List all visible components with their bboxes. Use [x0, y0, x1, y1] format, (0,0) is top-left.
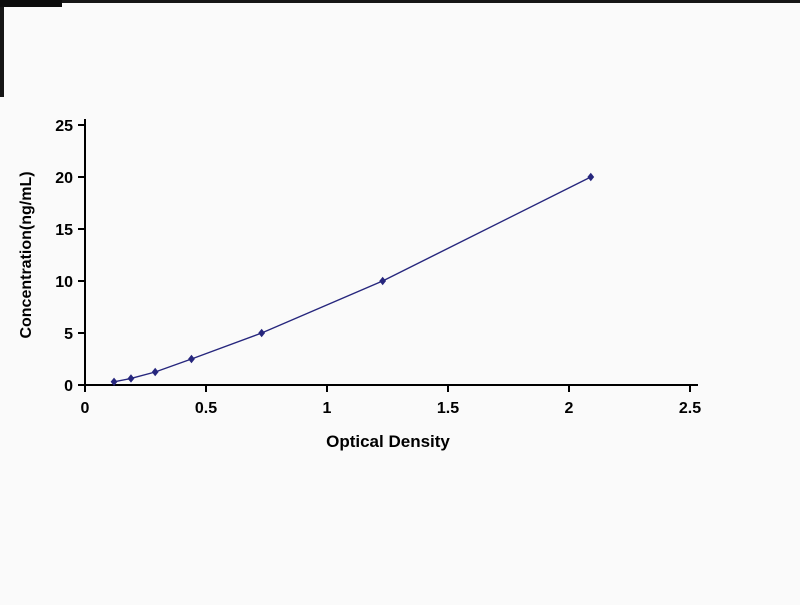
- x-tick-label: 2: [565, 400, 574, 417]
- data-point-marker: [258, 328, 266, 338]
- x-tick-label: 0: [81, 400, 90, 417]
- data-point-marker: [188, 354, 195, 364]
- scan-edge-left: [0, 0, 4, 97]
- x-axis-title: Optical Density: [326, 432, 450, 451]
- y-tick-label: 5: [64, 326, 73, 343]
- data-point-marker: [127, 374, 135, 383]
- series-group: [110, 172, 595, 386]
- data-point-marker: [587, 172, 595, 182]
- y-axis: 0 5 10 15 20 25: [55, 118, 86, 395]
- x-tick-label: 2.5: [679, 400, 701, 417]
- y-tick-label: 20: [55, 170, 73, 187]
- x-tick-label: 1.5: [437, 400, 459, 417]
- series-line: [113, 176, 592, 383]
- data-point-marker: [379, 276, 387, 286]
- y-axis-title: Concentration(ng/mL): [18, 171, 35, 338]
- scan-edge-top: [0, 0, 800, 3]
- data-point-marker: [151, 367, 159, 377]
- x-tick-label: 1: [323, 400, 332, 417]
- y-tick-label: 10: [55, 274, 73, 291]
- y-tick-label: 25: [55, 118, 73, 135]
- x-tick-label: 0.5: [195, 400, 217, 417]
- y-tick-label: 15: [55, 222, 73, 239]
- scan-edge-corner: [0, 0, 62, 7]
- y-tick-label: 0: [64, 378, 73, 395]
- data-point-marker: [110, 377, 118, 386]
- x-axis: 0 0.5 1 1.5 2 2.5: [81, 384, 701, 417]
